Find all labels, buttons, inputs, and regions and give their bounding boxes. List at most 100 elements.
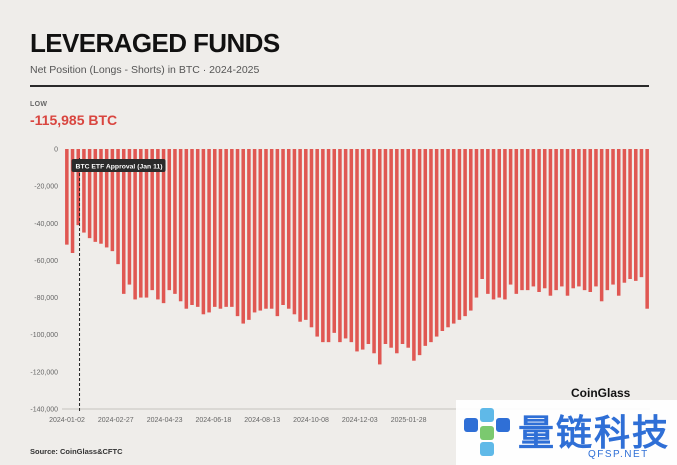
bar bbox=[520, 149, 524, 291]
bar bbox=[213, 149, 217, 307]
bar bbox=[315, 149, 319, 337]
bar bbox=[457, 149, 462, 320]
source-note: Source: CoinGlass&CFTC bbox=[30, 447, 123, 456]
bar bbox=[298, 149, 302, 322]
bar bbox=[639, 149, 644, 278]
bar bbox=[377, 149, 382, 365]
y-tick-label: -140,000 bbox=[30, 407, 58, 414]
bar bbox=[508, 149, 513, 285]
bar bbox=[99, 149, 103, 244]
qfsp-logo-icon bbox=[464, 408, 510, 456]
bar bbox=[156, 149, 160, 300]
chart-subtitle: Net Position (Longs - Shorts) in BTC · 2… bbox=[30, 64, 260, 76]
bar bbox=[417, 149, 422, 356]
bar bbox=[571, 149, 575, 289]
bar bbox=[412, 149, 416, 361]
bar bbox=[230, 149, 234, 307]
bar bbox=[201, 149, 206, 315]
bar bbox=[406, 149, 410, 348]
bar bbox=[121, 149, 126, 294]
y-tick-label: -40,000 bbox=[34, 221, 58, 228]
bar bbox=[531, 149, 536, 287]
watermark-subtext: QFSP.NET bbox=[588, 449, 649, 460]
bar bbox=[258, 149, 263, 311]
bar bbox=[474, 149, 479, 298]
bar bbox=[87, 149, 92, 239]
bar bbox=[451, 149, 456, 324]
bar bbox=[269, 149, 274, 309]
bar bbox=[161, 149, 166, 304]
y-tick-label: 0 bbox=[54, 147, 58, 154]
bar bbox=[116, 149, 120, 265]
bar bbox=[247, 149, 251, 320]
bar bbox=[343, 149, 348, 339]
bar bbox=[594, 149, 598, 287]
bar bbox=[429, 149, 433, 343]
bar bbox=[616, 149, 621, 296]
y-tick-label: -20,000 bbox=[34, 184, 58, 191]
bar bbox=[446, 149, 450, 328]
bar bbox=[423, 149, 428, 346]
y-tick-label: -120,000 bbox=[30, 369, 58, 376]
header-divider bbox=[30, 85, 649, 87]
bar bbox=[463, 149, 467, 317]
x-tick-label: 2024-12-03 bbox=[342, 417, 378, 424]
bar bbox=[480, 149, 484, 279]
bar bbox=[218, 149, 223, 309]
y-tick-label: -80,000 bbox=[34, 295, 58, 302]
x-tick-label: 2025-01-28 bbox=[391, 417, 427, 424]
bar bbox=[235, 149, 240, 317]
bar bbox=[309, 149, 314, 328]
bar bbox=[286, 149, 291, 309]
low-stat-value: -115,985 BTC bbox=[30, 112, 118, 128]
bar bbox=[93, 149, 98, 242]
bar bbox=[645, 149, 649, 309]
bar bbox=[611, 149, 615, 285]
bar bbox=[224, 149, 228, 307]
bar bbox=[76, 149, 80, 226]
bar bbox=[542, 149, 547, 289]
bar bbox=[514, 149, 519, 294]
bar bbox=[304, 149, 308, 320]
bar bbox=[588, 149, 593, 292]
bar bbox=[190, 149, 194, 305]
low-stat-label: LOW bbox=[30, 101, 48, 108]
bar bbox=[389, 149, 393, 348]
bar bbox=[366, 149, 371, 344]
bar bbox=[332, 149, 337, 333]
bar bbox=[241, 149, 245, 324]
bar bbox=[525, 149, 530, 291]
bar bbox=[440, 149, 445, 331]
bar bbox=[275, 149, 280, 317]
chart-title: LEVERAGED FUNDS bbox=[30, 28, 280, 58]
bar bbox=[321, 149, 325, 343]
bar bbox=[127, 149, 132, 285]
bar bbox=[469, 149, 473, 311]
bar bbox=[139, 149, 143, 298]
bar bbox=[599, 149, 604, 302]
bar bbox=[434, 149, 439, 337]
bar bbox=[400, 149, 405, 344]
bar bbox=[167, 149, 172, 291]
annotation-label: BTC ETF Approval (Jan 11) bbox=[76, 164, 163, 171]
bar bbox=[503, 149, 507, 300]
bar bbox=[252, 149, 257, 313]
y-tick-label: -100,000 bbox=[30, 332, 58, 339]
bar bbox=[349, 149, 354, 343]
coinglass-logo: CoinGlass bbox=[571, 386, 631, 400]
bar bbox=[144, 149, 149, 298]
x-tick-label: 2024-02-27 bbox=[98, 417, 134, 424]
bar bbox=[628, 149, 632, 279]
x-tick-label: 2024-06-18 bbox=[195, 417, 231, 424]
bar bbox=[173, 149, 177, 294]
bar bbox=[178, 149, 183, 302]
bar bbox=[70, 149, 75, 253]
bar bbox=[605, 149, 610, 291]
bar bbox=[577, 149, 581, 287]
bar bbox=[560, 149, 564, 287]
bar bbox=[582, 149, 587, 291]
bar bbox=[82, 149, 86, 233]
x-tick-label: 2024-10-08 bbox=[293, 417, 329, 424]
bar bbox=[622, 149, 627, 283]
